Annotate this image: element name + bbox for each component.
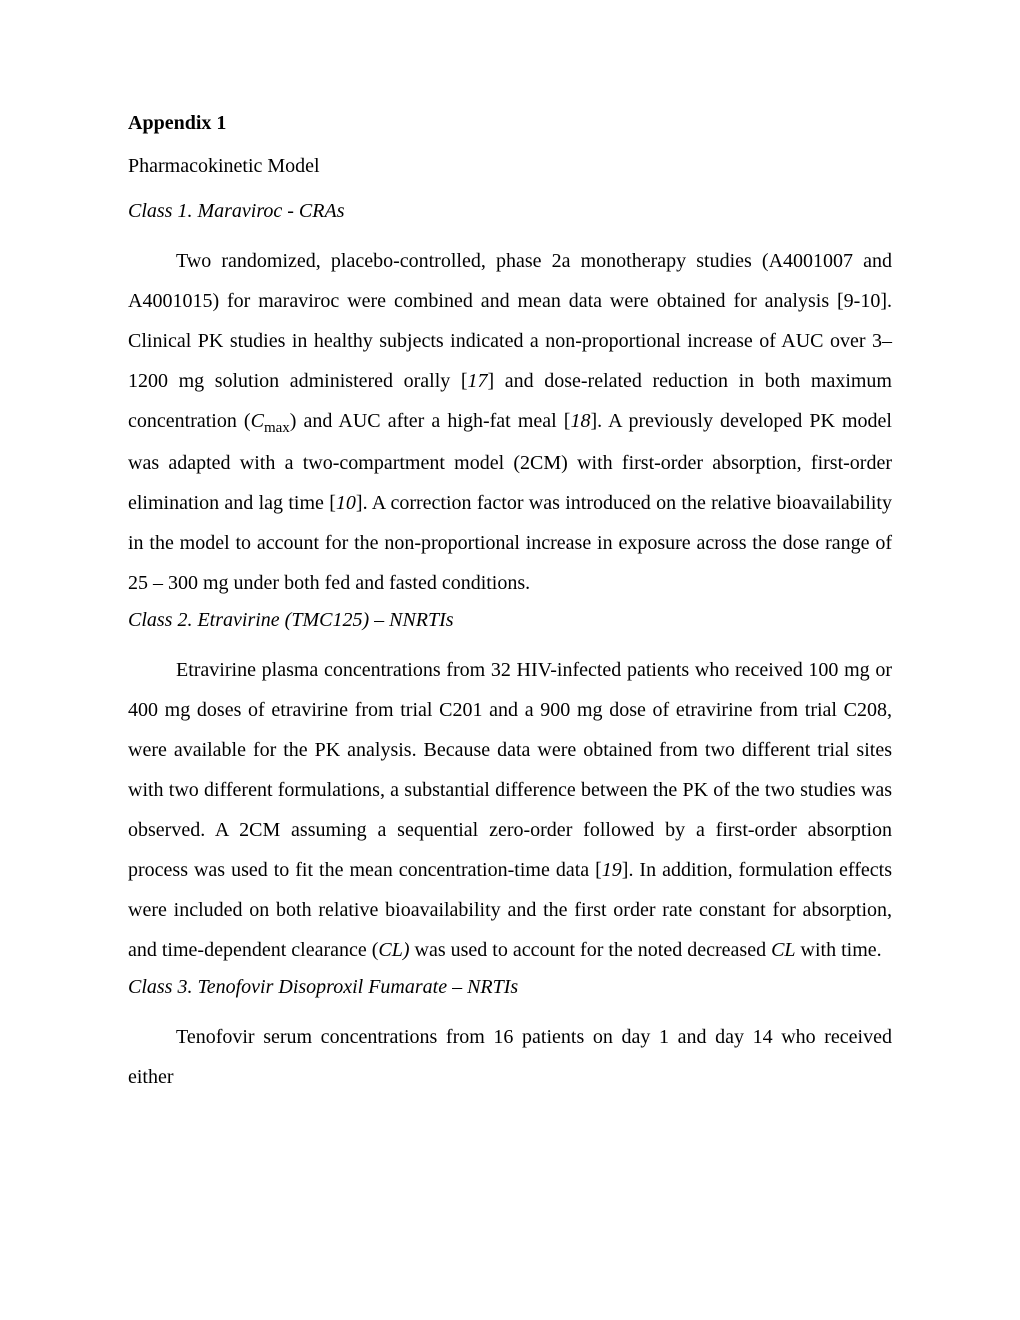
class2-paragraph: Etravirine plasma concentrations from 32… <box>128 650 892 970</box>
citation-ref: 17 <box>468 370 488 392</box>
text-run: with time. <box>796 939 882 961</box>
document-page: Appendix 1 Pharmacokinetic Model Class 1… <box>0 0 1020 1163</box>
text-run: Etravirine plasma concentrations from 32… <box>128 659 892 881</box>
text-run: ) and AUC after a high-fat meal [ <box>290 410 571 432</box>
cl-abbrev: CL <box>771 939 795 961</box>
class2-heading: Class 2. Etravirine (TMC125) – NNRTIs <box>128 609 892 632</box>
class1-heading: Class 1. Maraviroc - CRAs <box>128 200 892 223</box>
cmax-sub: max <box>264 420 290 436</box>
cmax-c: C <box>251 410 264 432</box>
class1-paragraph: Two randomized, placebo-controlled, phas… <box>128 241 892 603</box>
class3-heading: Class 3. Tenofovir Disoproxil Fumarate –… <box>128 976 892 999</box>
class3-paragraph: Tenofovir serum concentrations from 16 p… <box>128 1017 892 1097</box>
text-run: was used to account for the noted decrea… <box>410 939 772 961</box>
citation-ref: 18 <box>570 410 590 432</box>
citation-ref: 19 <box>602 859 622 881</box>
appendix-heading: Appendix 1 <box>128 112 892 135</box>
citation-ref: 10 <box>336 492 356 514</box>
subtitle: Pharmacokinetic Model <box>128 155 892 178</box>
cl-abbrev: CL) <box>378 939 409 961</box>
text-run: Tenofovir serum concentrations from 16 p… <box>128 1026 892 1088</box>
